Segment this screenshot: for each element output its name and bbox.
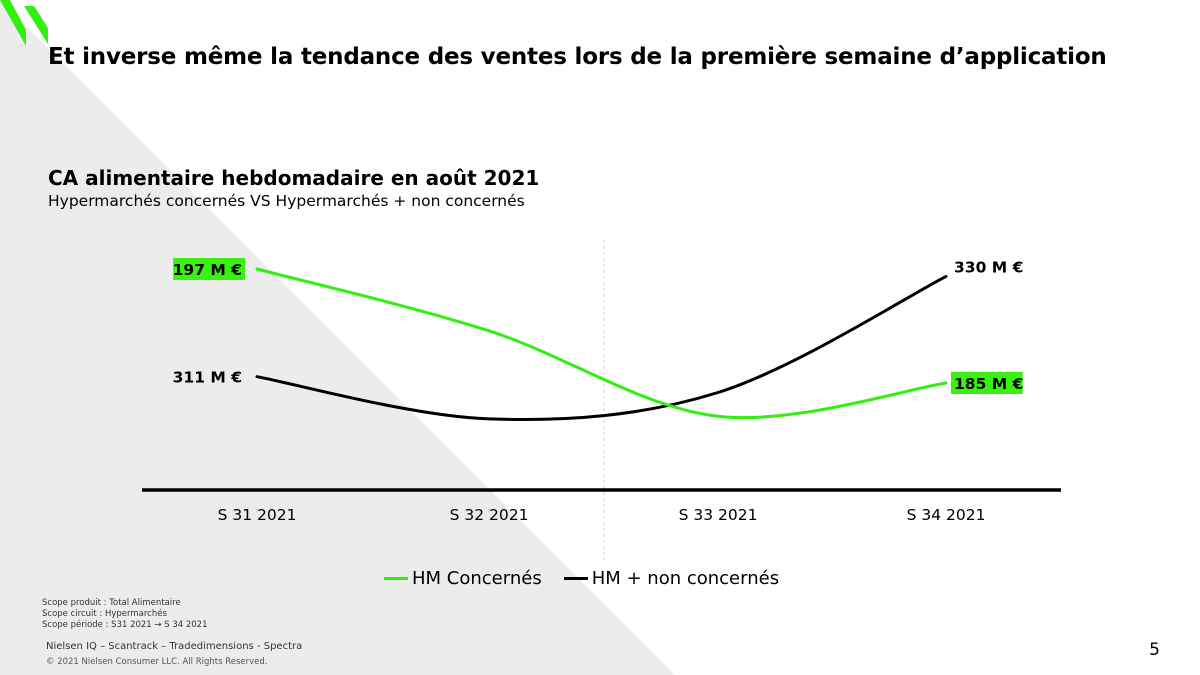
scope-notes: Scope produit : Total Alimentaire Scope … bbox=[42, 598, 208, 631]
page-number: 5 bbox=[1149, 640, 1160, 660]
scope-note: Scope produit : Total Alimentaire bbox=[42, 598, 181, 608]
data-label: 330 M € bbox=[954, 258, 1023, 276]
data-label-group: 330 M € bbox=[954, 258, 1023, 276]
legend-label: HM Concernés bbox=[412, 568, 542, 589]
series-line-hm-non-concernes bbox=[255, 274, 948, 421]
data-label-group: 311 M € bbox=[173, 369, 242, 387]
legend-label: HM + non concernés bbox=[591, 568, 780, 589]
chart-title: CA alimentaire hebdomadaire en août 2021 bbox=[48, 166, 540, 190]
x-tick-label: S 31 2021 bbox=[218, 506, 297, 524]
chart-legend: HM Concernés HM + non concernés bbox=[384, 568, 801, 589]
series-line-hm-concernes bbox=[255, 267, 948, 420]
copyright-text: © 2021 Nielsen Consumer LLC. All Rights … bbox=[46, 657, 268, 667]
x-tick-label: S 34 2021 bbox=[907, 506, 986, 524]
source-text: Nielsen IQ – Scantrack – Tradedimensions… bbox=[46, 641, 303, 652]
legend-item-hm-non-concernes: HM + non concernés bbox=[563, 568, 780, 589]
x-tick-label: S 32 2021 bbox=[450, 506, 529, 524]
scope-note: Scope période : S31 2021 → S 34 2021 bbox=[42, 620, 208, 630]
x-tick-label: S 33 2021 bbox=[679, 506, 758, 524]
slide-headline: Et inverse même la tendance des ventes l… bbox=[48, 44, 1107, 70]
data-label-highlight bbox=[173, 258, 245, 280]
data-label: 311 M € bbox=[173, 369, 242, 387]
data-label-group: 197 M € bbox=[173, 258, 245, 280]
data-label-group: 185 M € bbox=[951, 372, 1023, 394]
chart-subtitle: Hypermarchés concernés VS Hypermarchés +… bbox=[48, 192, 525, 210]
legend-item-hm-concernes: HM Concernés bbox=[384, 568, 542, 589]
legend-swatch-green bbox=[384, 577, 408, 580]
legend-swatch-black bbox=[563, 577, 588, 580]
brand-logo-icon bbox=[0, 0, 48, 46]
data-label-highlight bbox=[951, 372, 1023, 394]
data-label: 197 M € bbox=[173, 261, 242, 279]
scope-note: Scope circuit : Hypermarchés bbox=[42, 609, 167, 619]
data-label: 185 M € bbox=[954, 375, 1023, 393]
